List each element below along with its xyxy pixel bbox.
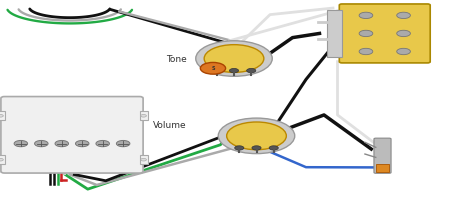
Circle shape [212, 69, 221, 73]
Circle shape [235, 146, 244, 150]
Bar [140, 155, 148, 164]
Circle shape [269, 146, 278, 150]
Circle shape [359, 12, 373, 19]
FancyBboxPatch shape [339, 4, 430, 63]
Circle shape [141, 115, 146, 117]
Circle shape [247, 69, 256, 73]
Bar [327, 10, 342, 57]
Circle shape [0, 115, 3, 117]
Circle shape [117, 140, 130, 147]
Circle shape [14, 140, 27, 147]
Circle shape [359, 48, 373, 55]
FancyBboxPatch shape [374, 138, 391, 173]
Circle shape [230, 69, 238, 73]
Circle shape [218, 118, 295, 154]
Circle shape [227, 122, 286, 150]
Text: S: S [211, 66, 215, 71]
Circle shape [397, 12, 410, 19]
Bar [0, 155, 4, 164]
Circle shape [141, 158, 146, 161]
Circle shape [359, 30, 373, 37]
Bar [376, 164, 389, 172]
Circle shape [397, 30, 410, 37]
Circle shape [204, 45, 264, 72]
Circle shape [200, 62, 225, 74]
Bar [140, 111, 148, 120]
Circle shape [397, 48, 410, 55]
Circle shape [196, 41, 272, 76]
Text: Tone: Tone [166, 55, 187, 64]
Circle shape [0, 158, 3, 161]
Circle shape [252, 146, 261, 150]
Circle shape [76, 140, 89, 147]
FancyBboxPatch shape [1, 97, 143, 173]
Circle shape [55, 140, 68, 147]
Circle shape [96, 140, 109, 147]
Bar [0, 111, 4, 120]
Circle shape [35, 140, 48, 147]
Text: Volume: Volume [153, 121, 187, 130]
